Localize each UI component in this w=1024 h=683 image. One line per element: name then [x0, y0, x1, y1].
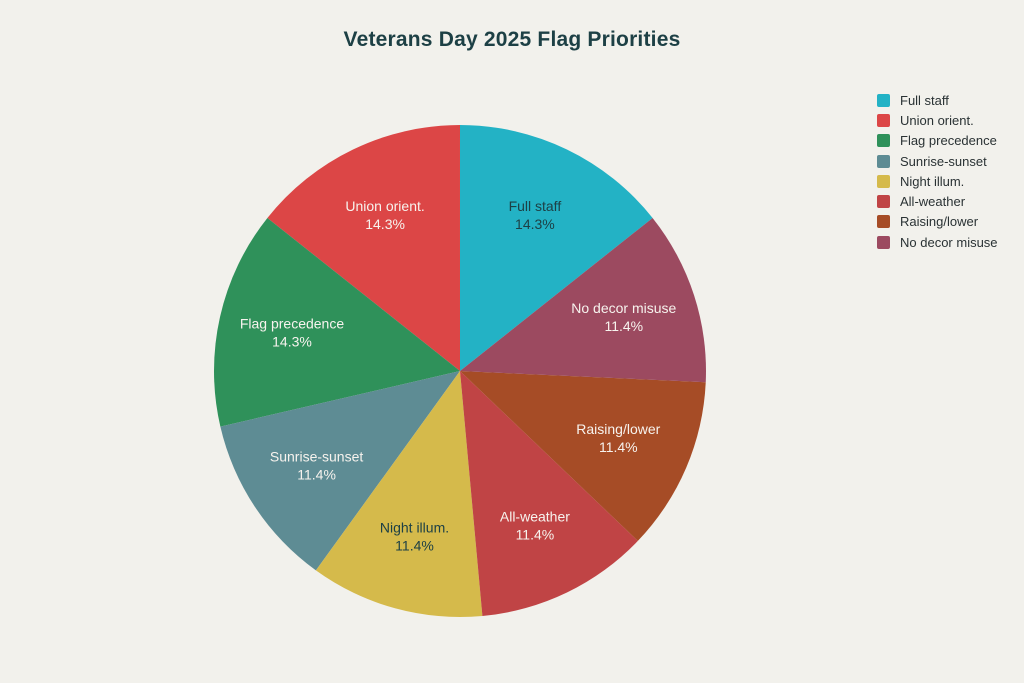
pie-slice-label: Night illum. — [380, 519, 449, 535]
legend-item: All-weather — [877, 191, 998, 211]
pie-slice-percent: 14.3% — [515, 216, 555, 232]
pie-slice-label: Union orient. — [345, 198, 424, 214]
pie-slice-percent: 11.4% — [599, 439, 638, 455]
pie-slice-label: All-weather — [500, 508, 570, 524]
pie-slice-label: Full staff — [509, 198, 562, 214]
pie-slice-label: No decor misuse — [571, 300, 676, 316]
pie-slice — [315, 371, 483, 618]
pie-slice-percent: 14.3% — [365, 216, 405, 232]
pie-slice-label: Flag precedence — [240, 315, 345, 331]
legend-swatch — [877, 174, 890, 188]
legend-swatch — [877, 235, 890, 249]
legend-label: Sunrise-sunset — [900, 153, 987, 169]
legend-item: Sunrise-sunset — [877, 151, 998, 171]
pie-slice — [267, 125, 460, 371]
pie-slice — [214, 217, 460, 427]
legend-swatch — [877, 113, 890, 127]
pie-slice-label: Raising/lower — [576, 421, 660, 437]
legend-swatch — [877, 134, 890, 148]
pie-slice — [460, 371, 638, 616]
legend-label: All-weather — [900, 194, 966, 210]
legend-item: Raising/lower — [877, 212, 998, 232]
legend-item: Flag precedence — [877, 131, 998, 151]
legend-label: No decor misuse — [900, 234, 998, 250]
legend: Full staff Union orient. Flag precedence Su… — [877, 90, 998, 252]
legend-swatch — [877, 215, 890, 229]
pie-slice-percent: 11.4% — [297, 467, 336, 483]
legend-label: Raising/lower — [900, 214, 979, 230]
pie-slice — [460, 217, 706, 383]
legend-label: Union orient. — [900, 112, 974, 128]
legend-label: Flag precedence — [900, 133, 997, 149]
pie-slice — [459, 125, 653, 371]
legend-swatch — [877, 93, 890, 107]
chart-title: Veterans Day 2025 Flag Priorities — [343, 28, 681, 51]
pie-slice-percent: 11.4% — [395, 537, 434, 553]
pie-slice — [220, 371, 460, 571]
legend-label: Night illum. — [900, 173, 965, 189]
pie-slice-percent: 11.4% — [604, 318, 643, 334]
legend-label: Full staff — [900, 92, 949, 108]
legend-swatch — [877, 154, 890, 168]
legend-item: Night illum. — [877, 171, 998, 191]
pie-slice-label: Sunrise-sunset — [270, 449, 363, 465]
legend-swatch — [877, 195, 890, 209]
pie-slice — [460, 371, 706, 541]
pie-slice-percent: 14.3% — [272, 333, 312, 349]
legend-item: Union orient. — [877, 110, 998, 130]
legend-item: No decor misuse — [877, 232, 998, 252]
legend-item: Full staff — [877, 90, 998, 110]
pie-slice-percent: 11.4% — [516, 526, 555, 542]
